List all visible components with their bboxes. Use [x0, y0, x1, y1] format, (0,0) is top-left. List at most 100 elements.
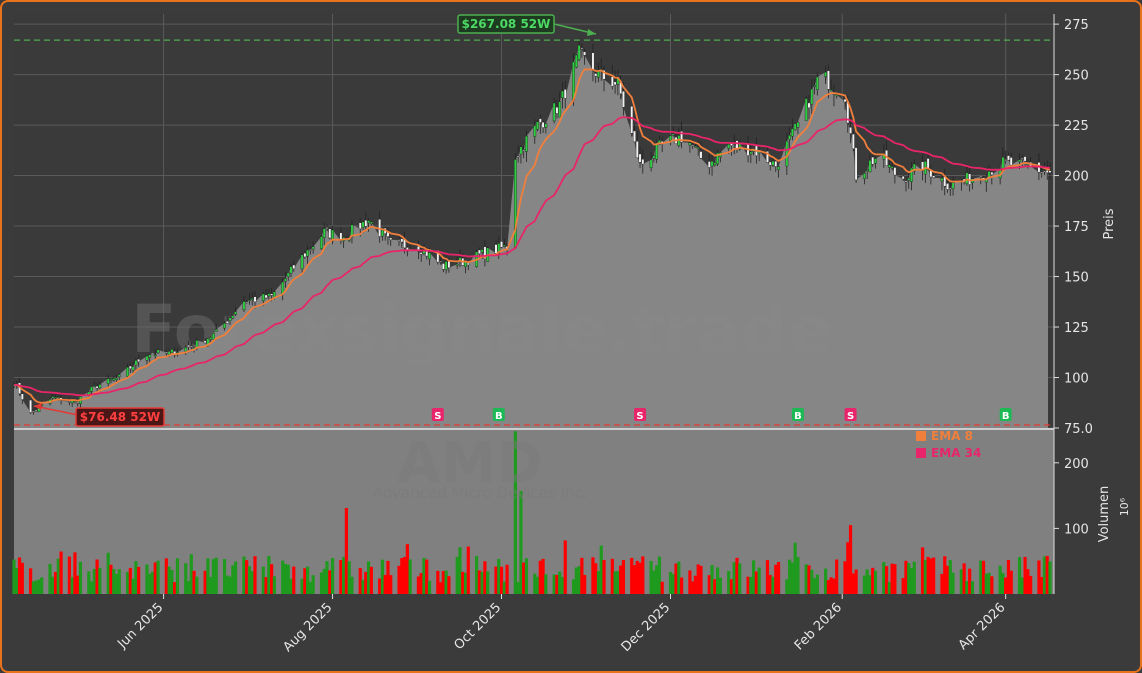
high-low-lines — [14, 39, 1054, 426]
volume-bar — [292, 566, 296, 594]
volume-bar — [848, 525, 853, 594]
volume-bar — [87, 571, 91, 594]
volume-bar — [862, 575, 867, 594]
candle-body — [364, 220, 368, 227]
candle-body — [561, 90, 564, 99]
volume-bar — [807, 565, 811, 594]
volume-bar — [300, 578, 304, 594]
candle-body — [480, 249, 484, 253]
volume-bar — [344, 508, 349, 594]
volume-bar — [832, 578, 836, 594]
candle-body — [358, 222, 362, 230]
volume-bar — [713, 579, 717, 594]
candle-body — [441, 263, 445, 270]
volume-bar — [901, 578, 905, 594]
volume-bar — [137, 566, 141, 594]
candle-body — [735, 140, 739, 149]
candle-body — [419, 252, 423, 255]
candle-body — [671, 133, 675, 136]
volume-bar — [732, 562, 736, 594]
x-tick-label: Feb 2026 — [792, 600, 845, 653]
candle-body — [544, 123, 548, 128]
volume-bar — [361, 579, 365, 594]
legend-label: EMA 8 — [931, 429, 973, 443]
candle-body — [54, 397, 57, 399]
candle-body — [209, 337, 213, 340]
volume-bar — [835, 559, 839, 594]
candle-body — [29, 399, 33, 413]
volume-bar — [984, 573, 988, 594]
volume-bar — [397, 565, 401, 594]
volume-bar — [649, 560, 653, 594]
candle-body — [308, 249, 312, 251]
volume-bar — [173, 582, 177, 594]
candle-body — [322, 228, 326, 238]
candle-body — [1043, 170, 1046, 172]
candle-body — [851, 133, 855, 149]
volume-bar — [793, 542, 797, 594]
price-tick-label: 75.0 — [1064, 422, 1093, 437]
volume-bar — [59, 551, 63, 594]
candle-body — [153, 354, 157, 357]
candle-body — [796, 121, 800, 128]
volume-bar — [222, 559, 227, 594]
volume-bar — [619, 565, 623, 594]
volume-bar — [148, 573, 152, 594]
volume-bar — [707, 575, 711, 594]
volume-bar — [106, 552, 110, 594]
candle-body — [170, 349, 174, 353]
volume-bar — [211, 559, 216, 594]
volume-bar — [483, 561, 487, 594]
candle-body — [655, 142, 659, 160]
volume-bar — [757, 567, 761, 594]
x-tick-label: Aug 2025 — [281, 600, 336, 655]
volume-bar — [945, 565, 950, 594]
candle-body — [1020, 158, 1024, 160]
price-tick-label: 250 — [1064, 69, 1089, 84]
candle-body — [303, 252, 307, 258]
volume-bar — [76, 575, 80, 594]
candle-body — [893, 167, 897, 176]
volume-bar — [688, 570, 692, 594]
candle-body — [422, 249, 426, 254]
volume-bar — [214, 557, 218, 594]
volume-bar — [535, 576, 540, 594]
volume-bar — [369, 566, 373, 594]
volume-bar — [920, 547, 925, 594]
candle-body — [95, 385, 99, 389]
signal-label: S — [434, 411, 441, 422]
price-tick-label: 125 — [1064, 321, 1089, 336]
candle-body — [835, 94, 839, 97]
volume-bar — [776, 562, 781, 594]
legend-item: EMA 34 — [916, 446, 981, 460]
volume-bar — [563, 540, 567, 594]
candle-body — [231, 315, 235, 319]
volume-bar — [774, 564, 778, 594]
volume-bar — [558, 571, 562, 594]
x-tick-label: Jun 2025 — [114, 600, 166, 652]
volume-bar — [389, 575, 393, 594]
volume-bar — [486, 571, 490, 594]
candle-body — [292, 264, 296, 269]
volume-bar — [788, 559, 792, 594]
volume-bar — [383, 574, 387, 594]
volume-bar — [378, 578, 382, 594]
volume-bar — [785, 579, 789, 594]
volume-bar — [691, 581, 695, 594]
candle-body — [622, 90, 625, 108]
legend-swatch — [916, 448, 926, 458]
volume-bar — [765, 560, 770, 594]
volume-bar — [195, 576, 199, 594]
candle-body — [912, 163, 916, 172]
volume-bar — [943, 556, 947, 594]
volume-bar — [78, 561, 83, 594]
candle-body — [610, 76, 614, 87]
watermark-company: Advanced Micro Devices Inc. — [373, 484, 588, 502]
volume-bar — [328, 570, 332, 594]
price-tick-label: 225 — [1064, 119, 1089, 134]
high-label-box — [457, 14, 555, 34]
volume-bar — [522, 562, 526, 594]
candle-body — [849, 126, 852, 134]
volume-bar — [342, 556, 346, 594]
volume-bar — [715, 567, 720, 594]
